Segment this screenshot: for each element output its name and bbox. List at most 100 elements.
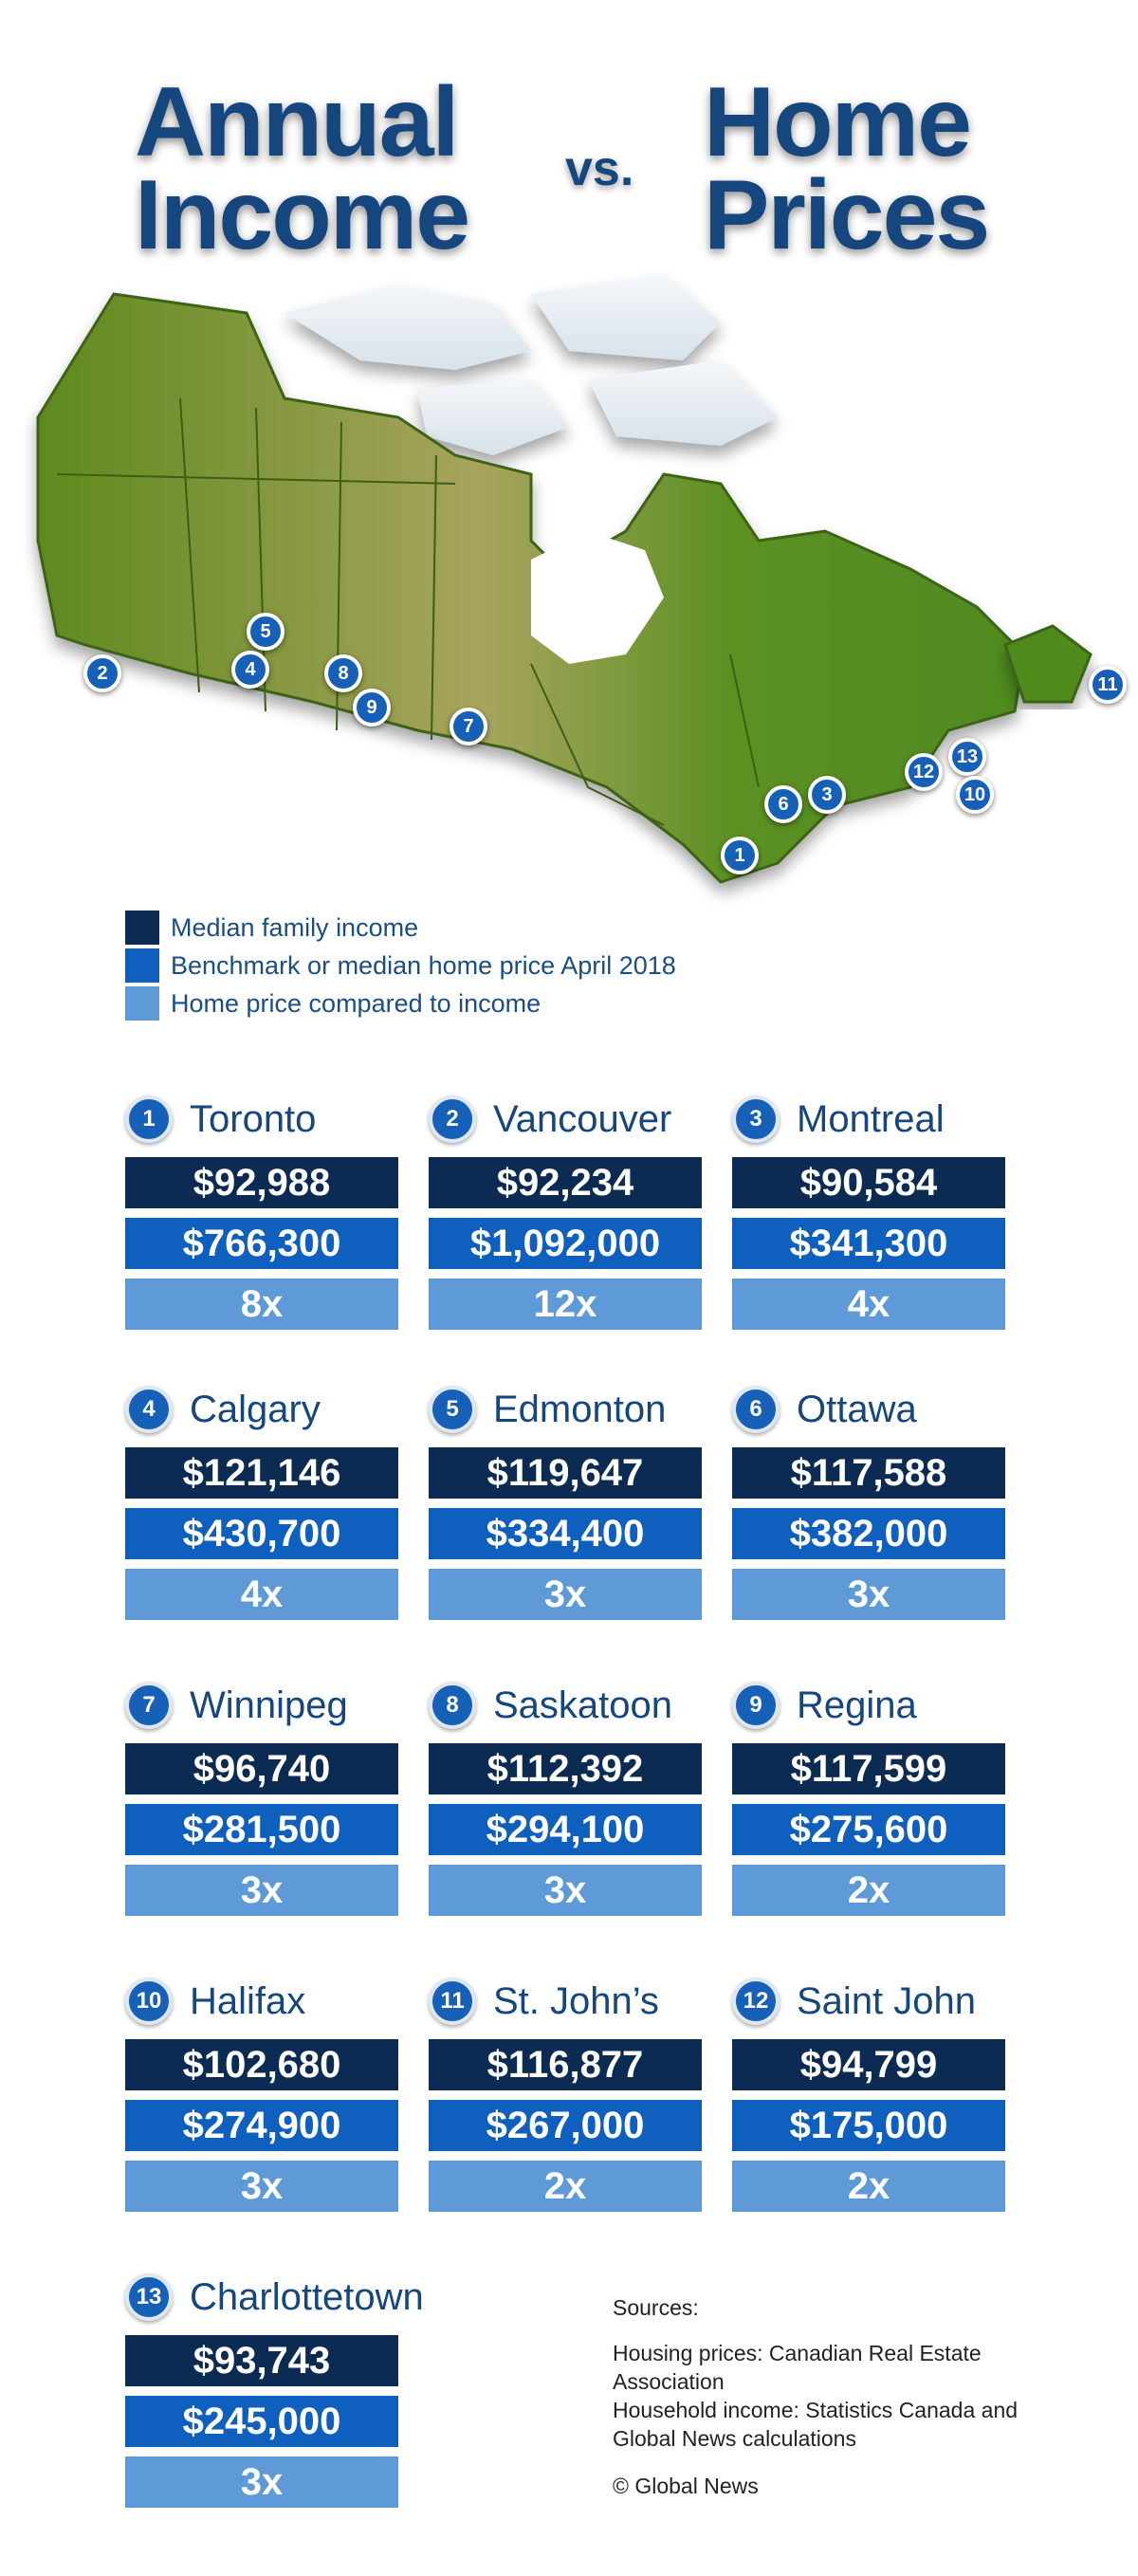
- income-bar: $94,799: [732, 2039, 1005, 2090]
- income-bar: $92,988: [125, 1157, 398, 1208]
- copyright-credit: © Global News: [613, 2474, 759, 2498]
- income-bar: $119,647: [429, 1447, 702, 1499]
- city-number-badge: 1: [125, 1095, 173, 1143]
- canada-map-graphic: [36, 275, 1092, 884]
- city-number-badge: 9: [732, 1682, 780, 1729]
- ratio-bar: 3x: [429, 1569, 702, 1620]
- title-home-prices: Home Prices: [704, 67, 990, 270]
- price-bar: $1,092,000: [429, 1218, 702, 1269]
- map-marker-1: 1: [721, 837, 759, 874]
- price-bar: $382,000: [732, 1508, 1005, 1559]
- city-card-saint-john: 12 Saint John $94,799 $175,000 2x: [732, 1975, 1005, 2212]
- city-card-saskatoon: 8 Saskatoon $112,392 $294,100 3x: [429, 1679, 702, 1916]
- city-name: Ottawa: [797, 1388, 917, 1430]
- city-name: Vancouver: [493, 1097, 672, 1140]
- map-marker-12: 12: [905, 753, 943, 791]
- city-name: Saint John: [797, 1979, 977, 2022]
- map-marker-2: 2: [83, 654, 121, 692]
- city-number-badge: 8: [429, 1682, 476, 1729]
- legend-label-income: Median family income: [171, 912, 419, 942]
- ratio-bar: 3x: [732, 1569, 1005, 1620]
- price-bar: $334,400: [429, 1508, 702, 1559]
- arctic-islands: [284, 275, 778, 455]
- city-name: Saskatoon: [493, 1684, 673, 1726]
- price-bar: $341,300: [732, 1218, 1005, 1269]
- income-bar: $93,743: [125, 2335, 398, 2386]
- title-right-line2: Prices: [704, 160, 990, 270]
- map-marker-6: 6: [764, 785, 802, 823]
- map-marker-11: 11: [1089, 666, 1127, 704]
- city-card-toronto: 1 Toronto $92,988 $766,300 8x: [125, 1093, 398, 1330]
- city-name: Charlottetown: [190, 2275, 424, 2318]
- income-bar: $112,392: [429, 1743, 702, 1794]
- hudson-bay: [531, 531, 664, 664]
- map-marker-8: 8: [324, 654, 362, 692]
- city-name: Toronto: [190, 1097, 317, 1140]
- price-bar: $275,600: [732, 1804, 1005, 1855]
- income-bar: $117,599: [732, 1743, 1005, 1794]
- city-number-badge: 12: [732, 1978, 780, 2025]
- city-name: St. John’s: [493, 1979, 659, 2022]
- income-bar: $92,234: [429, 1157, 702, 1208]
- city-card-charlottetown: 13 Charlottetown $93,743 $245,000 3x: [125, 2271, 424, 2508]
- legend-item-income: Median family income: [125, 909, 676, 947]
- city-card-halifax: 10 Halifax $102,680 $274,900 3x: [125, 1975, 398, 2212]
- price-bar: $175,000: [732, 2100, 1005, 2151]
- price-bar: $245,000: [125, 2396, 398, 2447]
- ratio-bar: 4x: [732, 1279, 1005, 1330]
- price-bar: $294,100: [429, 1804, 702, 1855]
- ratio-bar: 3x: [429, 1865, 702, 1916]
- income-bar: $116,877: [429, 2039, 702, 2090]
- ratio-bar: 8x: [125, 1279, 398, 1330]
- legend-item-price: Benchmark or median home price April 201…: [125, 947, 676, 984]
- city-card-winnipeg: 7 Winnipeg $96,740 $281,500 3x: [125, 1679, 398, 1916]
- price-bar: $274,900: [125, 2100, 398, 2151]
- newfoundland: [1003, 624, 1092, 704]
- title-annual-income: Annual Income: [135, 73, 470, 270]
- map-marker-3: 3: [808, 776, 846, 814]
- map-marker-5: 5: [247, 613, 284, 651]
- income-bar: $117,588: [732, 1447, 1005, 1499]
- city-card-edmonton: 5 Edmonton $119,647 $334,400 3x: [429, 1383, 702, 1620]
- map-marker-9: 9: [353, 689, 391, 727]
- ratio-bar: 3x: [125, 2456, 398, 2508]
- legend-swatch-ratio: [125, 986, 159, 1021]
- canada-map: 2 5 4 8 9 7 6 3 1 12 13 10 11: [0, 256, 1138, 920]
- city-card-vancouver: 2 Vancouver $92,234 $1,092,000 12x: [429, 1093, 702, 1330]
- city-name: Calgary: [190, 1388, 321, 1430]
- legend: Median family income Benchmark or median…: [125, 909, 676, 1022]
- sources-housing: Housing prices: Canadian Real Estate Ass…: [613, 2341, 982, 2394]
- city-number-badge: 5: [429, 1386, 476, 1433]
- ratio-bar: 2x: [732, 1865, 1005, 1916]
- ratio-bar: 12x: [429, 1279, 702, 1330]
- city-number-badge: 2: [429, 1095, 476, 1143]
- legend-swatch-price: [125, 948, 159, 983]
- city-name: Regina: [797, 1684, 917, 1726]
- city-name: Edmonton: [493, 1388, 667, 1430]
- city-number-badge: 11: [429, 1978, 476, 2025]
- price-bar: $430,700: [125, 1508, 398, 1559]
- ratio-bar: 2x: [429, 2161, 702, 2212]
- income-bar: $102,680: [125, 2039, 398, 2090]
- city-card-ottawa: 6 Ottawa $117,588 $382,000 3x: [732, 1383, 1005, 1620]
- price-bar: $281,500: [125, 1804, 398, 1855]
- legend-label-price: Benchmark or median home price April 201…: [171, 950, 676, 980]
- price-bar: $766,300: [125, 1218, 398, 1269]
- city-card-st-johns: 11 St. John’s $116,877 $267,000 2x: [429, 1975, 702, 2212]
- city-number-badge: 10: [125, 1978, 173, 2025]
- legend-label-ratio: Home price compared to income: [171, 988, 541, 1018]
- sources-block: Sources: Housing prices: Canadian Real E…: [613, 2293, 1030, 2500]
- income-bar: $121,146: [125, 1447, 398, 1499]
- ratio-bar: 4x: [125, 1569, 398, 1620]
- map-marker-13: 13: [948, 738, 986, 776]
- city-card-regina: 9 Regina $117,599 $275,600 2x: [732, 1679, 1005, 1916]
- city-card-montreal: 3 Montreal $90,584 $341,300 4x: [732, 1093, 1005, 1330]
- legend-swatch-income: [125, 911, 159, 945]
- city-name: Winnipeg: [190, 1684, 348, 1726]
- sources-income: Household income: Statistics Canada and …: [613, 2398, 1019, 2451]
- title-right-line1: Home: [704, 67, 972, 177]
- city-number-badge: 13: [125, 2273, 173, 2321]
- title-left-line2: Income: [135, 160, 470, 270]
- ratio-bar: 2x: [732, 2161, 1005, 2212]
- ratio-bar: 3x: [125, 2161, 398, 2212]
